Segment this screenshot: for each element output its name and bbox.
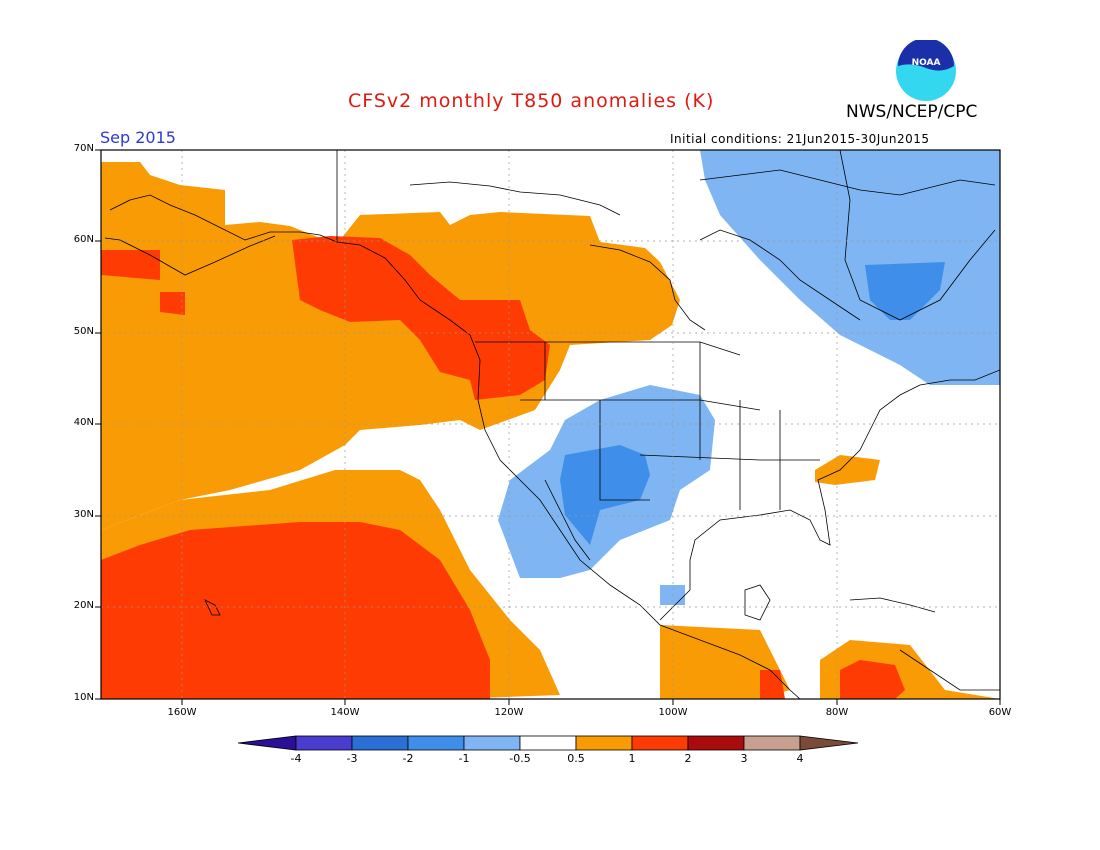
map-title: CFSv2 monthly T850 anomalies (K): [348, 90, 715, 112]
lat-label-20n: 20N: [73, 600, 94, 611]
lat-label-50n: 50N: [73, 326, 94, 337]
lat-label-60n: 60N: [73, 234, 94, 245]
color-legend: [238, 735, 859, 751]
legend-label: -4: [290, 752, 302, 765]
legend-label: 4: [796, 752, 804, 765]
axis-ticks: [95, 149, 1001, 705]
legend-swatch-10: [799, 735, 859, 751]
lat-label-30n: 30N: [73, 509, 94, 520]
lat-label-10n: 10N: [73, 692, 94, 703]
lon-label-100w: 100W: [658, 707, 688, 718]
lon-label-120w: 120W: [494, 707, 524, 718]
lat-label-70n: 70N: [73, 143, 94, 154]
legend-label: 3: [740, 752, 748, 765]
agency-label: NWS/NCEP/CPC: [846, 102, 978, 122]
initial-conditions: Initial conditions: 21Jun2015-30Jun2015: [670, 132, 930, 146]
lon-label-80w: 80W: [825, 707, 849, 718]
legend-swatch-4: [463, 735, 521, 751]
legend-label: -0.5: [509, 752, 531, 765]
legend-label: -3: [346, 752, 358, 765]
graticule: [101, 150, 1000, 699]
legend-swatch-7: [631, 735, 689, 751]
lat-label-40n: 40N: [73, 417, 94, 428]
legend-swatch-8: [687, 735, 745, 751]
noaa-logo: NOAA: [896, 40, 956, 101]
lon-label-140w: 140W: [330, 707, 360, 718]
legend-swatch-0: [238, 735, 297, 751]
legend-swatch-1: [295, 735, 353, 751]
legend-label: 2: [684, 752, 692, 765]
legend-label: 0.5: [567, 752, 585, 765]
legend-label: -2: [402, 752, 414, 765]
legend-swatch-6: [575, 735, 633, 751]
lon-label-60w: 60W: [988, 707, 1012, 718]
legend-swatch-2: [351, 735, 409, 751]
legend-label: 1: [628, 752, 636, 765]
anomaly-shading: [101, 150, 1000, 699]
noaa-logo-text: NOAA: [912, 58, 941, 68]
legend-swatch-3: [407, 735, 465, 751]
legend-swatch-9: [743, 735, 801, 751]
lon-label-160w: 160W: [167, 707, 197, 718]
coastlines: [104, 150, 1000, 699]
forecast-month: Sep 2015: [100, 128, 176, 147]
legend-swatch-5: [519, 735, 577, 751]
legend-label: -1: [458, 752, 470, 765]
